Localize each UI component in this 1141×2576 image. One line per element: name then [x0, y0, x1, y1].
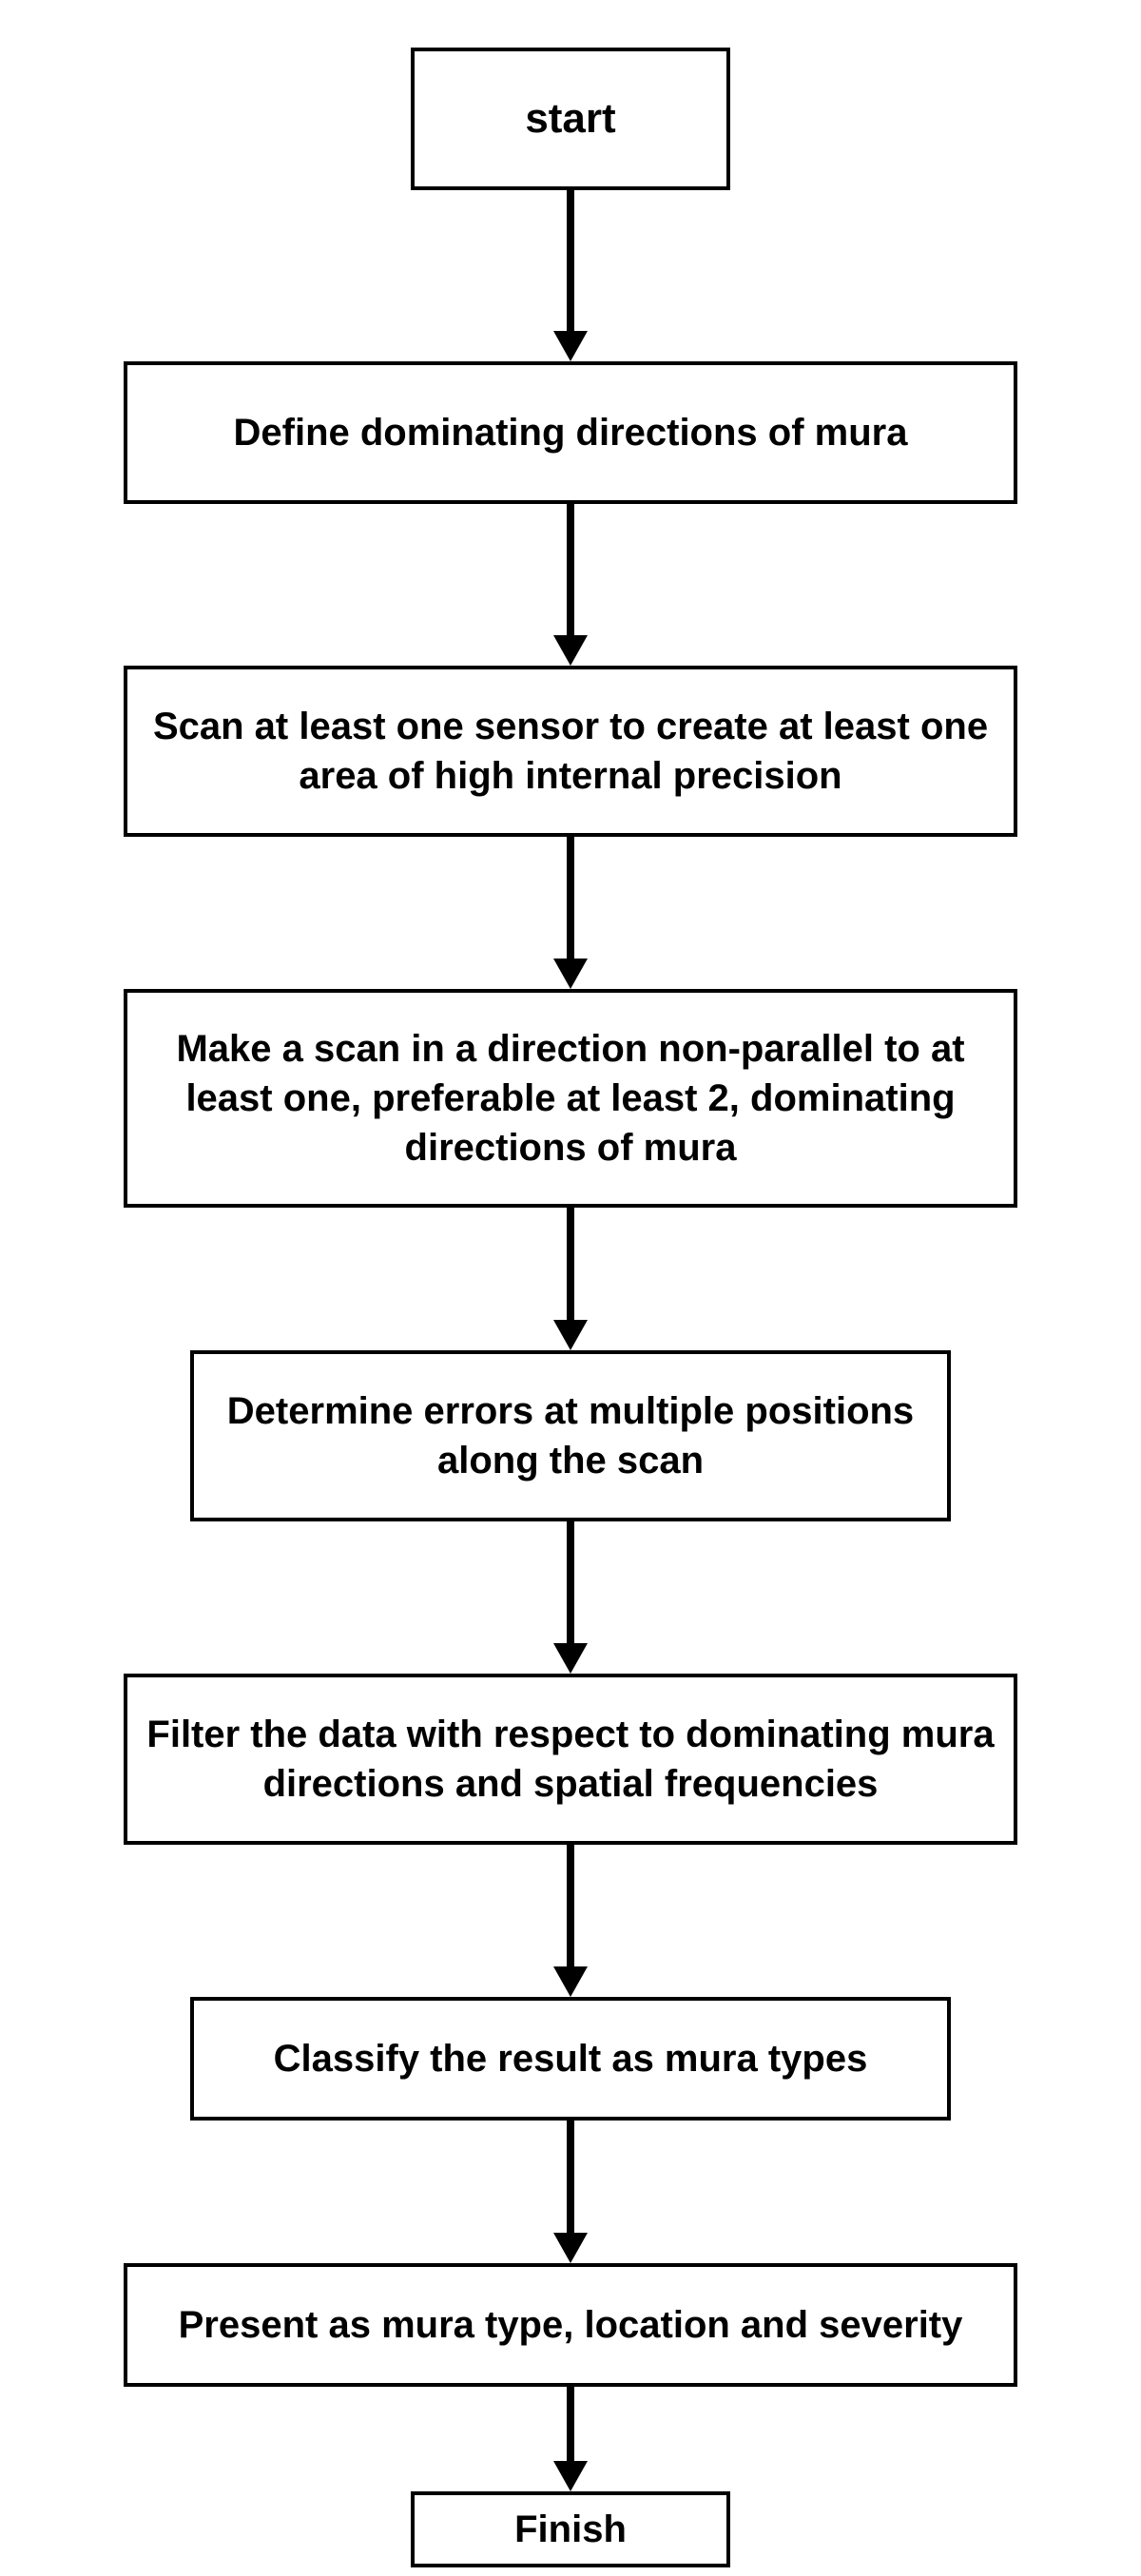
flowchart-node-n0: start [411, 48, 730, 190]
arrow-line [567, 2387, 574, 2461]
arrow-head-icon [553, 959, 588, 989]
flowchart-canvas: start Define dominating directions of mur… [0, 0, 1141, 2576]
flowchart-node-n2: Scan at least one sensor to create at le… [124, 666, 1017, 837]
node-label: Make a scan in a direction non-parallel … [146, 1024, 995, 1172]
flowchart-node-n6: Classify the result as mura types [190, 1997, 951, 2121]
node-label: Present as mura type, location and sever… [179, 2300, 963, 2350]
arrow-head-icon [553, 2461, 588, 2491]
arrow-line [567, 2121, 574, 2233]
arrow-head-icon [553, 635, 588, 666]
arrow-line [567, 1208, 574, 1320]
node-label: Define dominating directions of mura [234, 408, 908, 457]
flowchart-node-n3: Make a scan in a direction non-parallel … [124, 989, 1017, 1208]
arrow-head-icon [553, 1966, 588, 1997]
arrow-head-icon [553, 1320, 588, 1350]
arrow-head-icon [553, 2233, 588, 2263]
flowchart-node-n4: Determine errors at multiple positions a… [190, 1350, 951, 1521]
node-label: Filter the data with respect to dominati… [146, 1710, 995, 1809]
arrow-head-icon [553, 331, 588, 361]
node-label: Determine errors at multiple positions a… [213, 1386, 928, 1485]
flowchart-node-n8: Finish [411, 2491, 730, 2567]
arrow-line [567, 837, 574, 959]
arrow-line [567, 504, 574, 635]
arrow-head-icon [553, 1643, 588, 1674]
arrow-line [567, 1845, 574, 1966]
arrow-line [567, 190, 574, 331]
flowchart-node-n1: Define dominating directions of mura [124, 361, 1017, 504]
node-label: Classify the result as mura types [274, 2034, 868, 2083]
node-label: Finish [514, 2505, 627, 2554]
arrow-line [567, 1521, 574, 1643]
node-label: Scan at least one sensor to create at le… [146, 702, 995, 801]
flowchart-node-n5: Filter the data with respect to dominati… [124, 1674, 1017, 1845]
node-label: start [525, 91, 615, 145]
flowchart-node-n7: Present as mura type, location and sever… [124, 2263, 1017, 2387]
